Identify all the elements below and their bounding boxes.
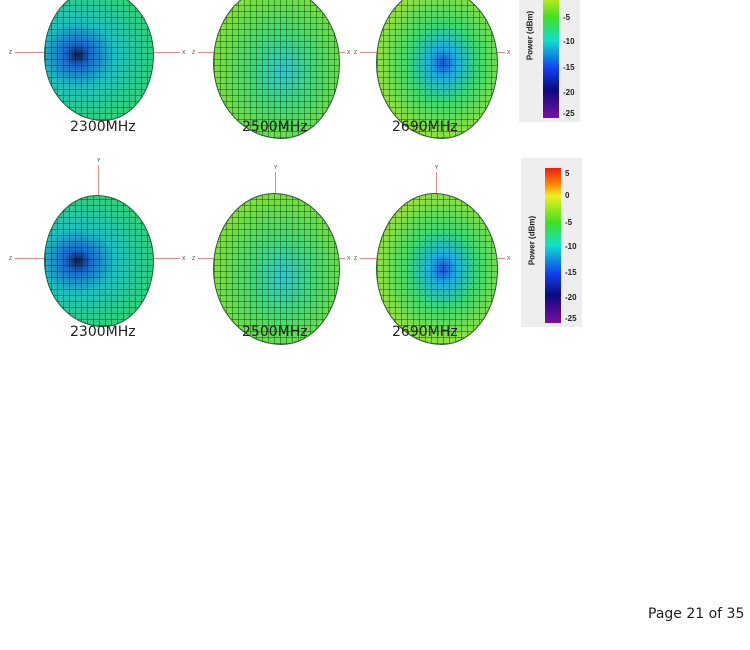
z-axis-label: Z <box>354 50 358 56</box>
frequency-label: 2300MHz <box>70 324 136 340</box>
x-axis-label: X <box>182 256 186 262</box>
colorbar-tick-label: -25 <box>563 109 575 118</box>
colorbar-title: Power (dBm) <box>525 10 535 61</box>
z-axis-label: Z <box>192 256 196 262</box>
y-axis-line <box>98 165 99 205</box>
colorbar-tick-label: -20 <box>565 293 577 302</box>
frequency-label: 2690MHz <box>392 119 458 135</box>
colorbar-tick-label: -5 <box>563 13 571 22</box>
frequency-label: 2500MHz <box>242 324 308 340</box>
y-axis-label: Y <box>435 165 439 171</box>
y-axis-label: Y <box>274 165 278 171</box>
y-axis-label: Y <box>97 158 101 164</box>
radiation-pattern-3d <box>212 0 340 139</box>
colorbar-gradient <box>543 0 559 118</box>
radiation-pattern-3d <box>44 195 154 327</box>
colorbar-tick-label: -15 <box>563 63 575 72</box>
colorbar-title: Power (dBm) <box>527 215 537 266</box>
frequency-label: 2500MHz <box>242 119 308 135</box>
radiation-pattern-3d <box>376 0 498 139</box>
frequency-label: 2690MHz <box>392 324 458 340</box>
x-axis-label: X <box>182 50 186 56</box>
colorbar-tick-label: -15 <box>565 268 577 277</box>
colorbar-tick-label: -20 <box>563 88 575 97</box>
x-axis-label: X <box>507 256 511 262</box>
colorbar: Power (dBm) 5 0 -5 -10 -15 -20 -25 <box>521 158 582 327</box>
z-axis-label: Z <box>354 256 358 262</box>
radiation-pattern-3d <box>44 0 154 121</box>
colorbar-tick-label: -10 <box>563 37 575 46</box>
colorbar-tick-label: -5 <box>565 218 573 227</box>
frequency-label: 2300MHz <box>70 119 136 135</box>
z-axis-label: Z <box>9 256 13 262</box>
colorbar: Power (dBm)50-5-10-15-20-25 <box>519 0 580 122</box>
page-number: Page 21 of 35 <box>648 606 745 622</box>
x-axis-label: X <box>507 50 511 56</box>
colorbar-tick-label: 0 <box>565 191 570 200</box>
colorbar-tick-label: -10 <box>565 242 577 251</box>
y-axis-line <box>436 172 437 212</box>
colorbar-tick-label: 5 <box>565 169 570 178</box>
colorbar-tick-label: -25 <box>565 314 577 323</box>
x-axis-label: X <box>347 256 351 262</box>
colorbar-gradient <box>545 168 561 323</box>
z-axis-label: Z <box>9 50 13 56</box>
radiation-pattern-3d <box>376 193 498 345</box>
z-axis-label: Z <box>192 50 196 56</box>
x-axis-label: X <box>347 50 351 56</box>
y-axis-line <box>275 172 276 212</box>
radiation-pattern-3d <box>212 193 340 345</box>
